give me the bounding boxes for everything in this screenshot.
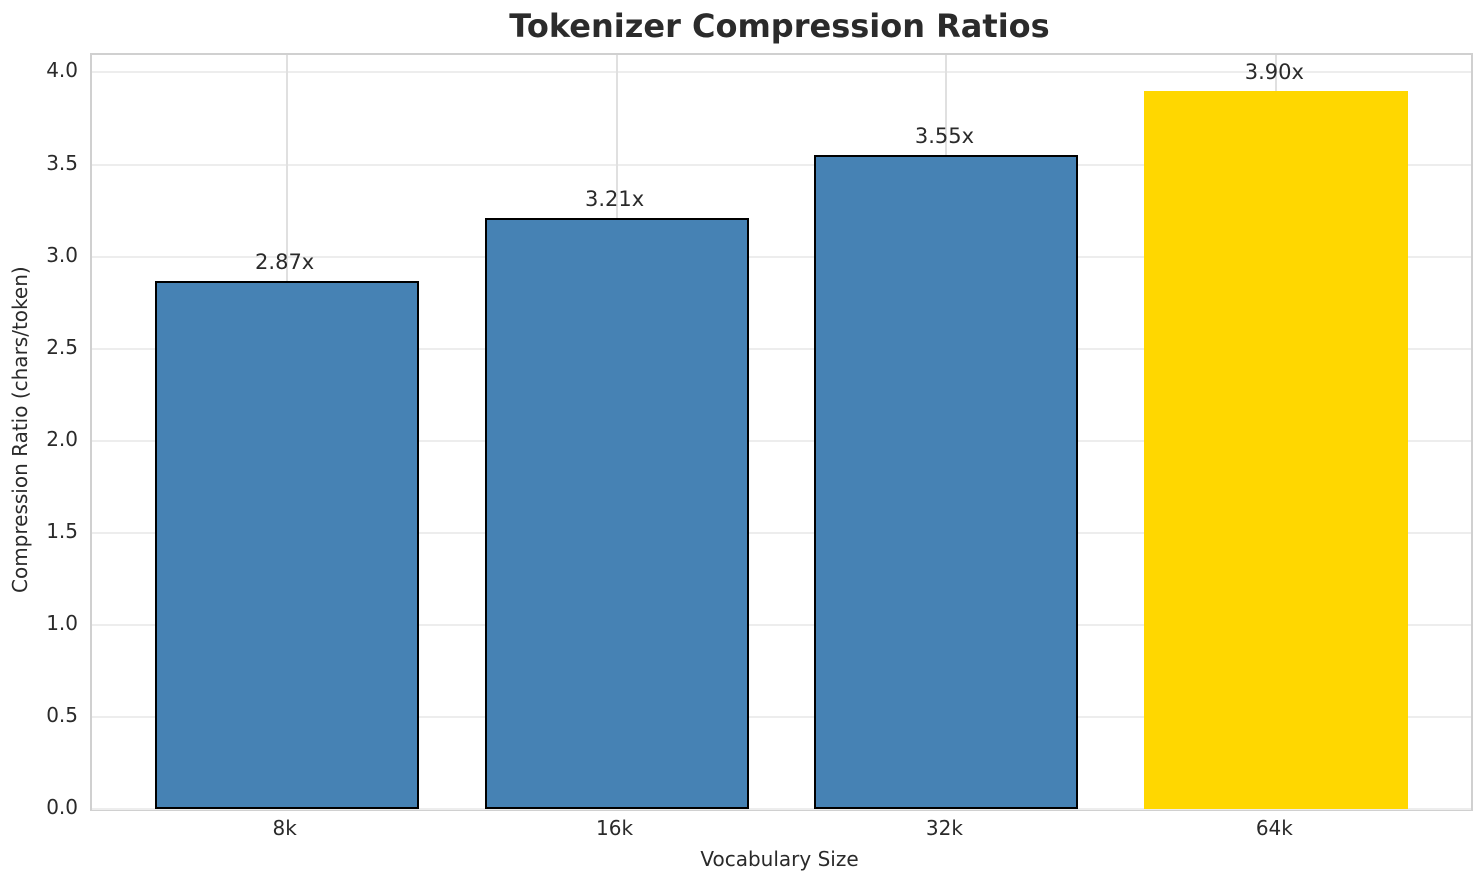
h-gridline	[92, 623, 1471, 626]
y-tick-label: 3.5	[46, 150, 78, 175]
x-axis-label: Vocabulary Size	[700, 847, 859, 871]
bar-value-label-32k: 3.55x	[914, 124, 975, 149]
y-tick-label: 1.5	[46, 518, 78, 543]
h-gridline	[92, 531, 1471, 534]
y-tick-label: 0.0	[46, 795, 78, 819]
bar-value-label-16k: 3.21x	[584, 186, 645, 211]
chart-title: Tokenizer Compression Ratios	[509, 7, 1050, 45]
bar-16k	[484, 217, 749, 809]
y-tick-label: 2.0	[46, 426, 78, 451]
bar-8k	[154, 280, 419, 809]
h-gridline	[92, 347, 1471, 350]
y-tick-label: 4.0	[46, 58, 78, 83]
h-gridline	[92, 163, 1471, 166]
y-tick-label: 1.0	[46, 610, 78, 635]
h-gridline	[92, 808, 1471, 810]
x-tick-label-64k: 64k	[1255, 816, 1293, 840]
plot-area	[90, 53, 1473, 811]
x-tick-label-16k: 16k	[596, 816, 634, 840]
h-gridline	[92, 715, 1471, 718]
h-gridline	[92, 71, 1471, 74]
y-tick-label: 0.5	[46, 702, 78, 727]
h-gridline	[92, 255, 1471, 258]
x-tick-label-8k: 8k	[272, 816, 297, 840]
bar-64k	[1144, 90, 1409, 809]
bar-32k	[814, 155, 1079, 809]
x-tick-label-32k: 32k	[925, 816, 963, 840]
bar-value-label-64k: 3.90x	[1244, 59, 1304, 84]
bar-value-label-8k: 2.87x	[255, 249, 315, 274]
y-tick-label: 3.0	[46, 242, 78, 267]
y-tick-label: 2.5	[46, 334, 78, 359]
h-gridline	[92, 439, 1471, 442]
